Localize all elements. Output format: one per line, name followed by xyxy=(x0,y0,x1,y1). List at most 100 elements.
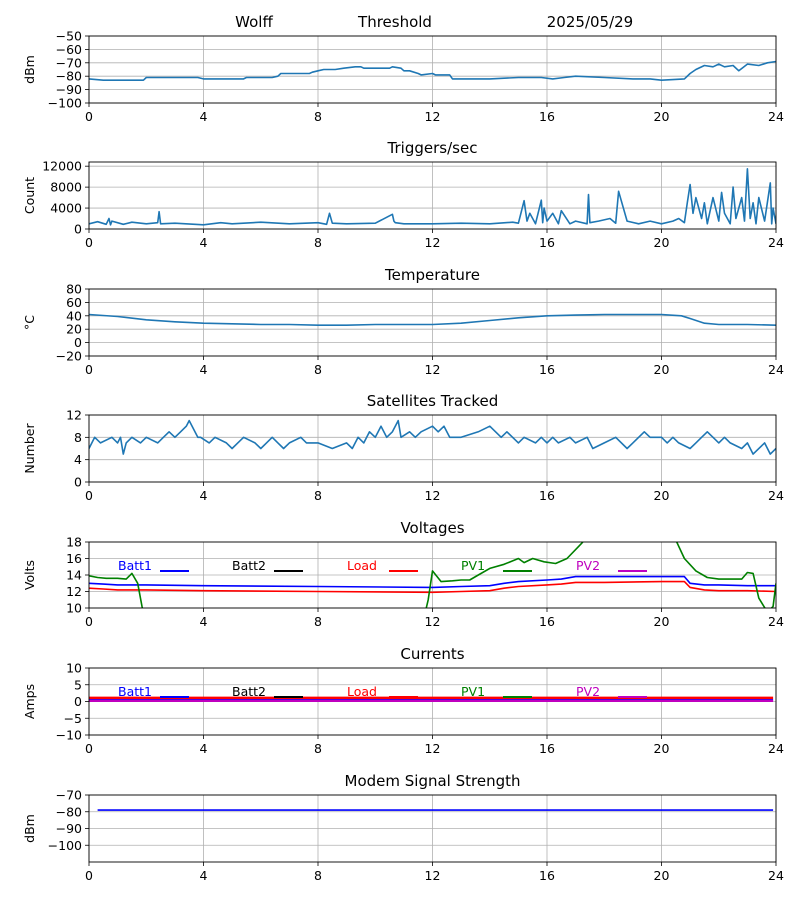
y-tick-label: −10 xyxy=(56,728,82,743)
axes-frame xyxy=(88,794,777,863)
series-group xyxy=(89,542,776,608)
x-tick-label: 12 xyxy=(425,868,441,883)
x-tick-label: 20 xyxy=(654,488,670,503)
y-tick-label: −70 xyxy=(56,788,82,803)
y-axis-label: °C xyxy=(22,315,37,330)
y-tick-label: 0 xyxy=(74,694,82,709)
series-group xyxy=(89,313,776,327)
legend-label: PV2 xyxy=(576,684,600,699)
series-group xyxy=(89,419,776,455)
y-tick-label: 0 xyxy=(74,222,82,237)
x-tick-label: 8 xyxy=(314,362,322,377)
chart-title: Currents xyxy=(400,645,464,663)
x-tick-label: 24 xyxy=(768,741,784,756)
y-axis-label: Amps xyxy=(22,684,37,719)
chart-panel-7: 0 4 8 12 16 20 24 −100 −90 −80−70 Modem Signal Str… xyxy=(22,772,784,883)
x-tick-label: 24 xyxy=(768,109,784,124)
series-group xyxy=(89,168,776,226)
x-tick-label: 16 xyxy=(539,109,555,124)
y-axis-label: Volts xyxy=(22,560,37,590)
axes-frame xyxy=(88,541,777,609)
x-tick-label: 4 xyxy=(200,235,208,250)
axes-frame xyxy=(88,667,777,736)
series-line xyxy=(89,419,776,455)
y-tick-label: −80 xyxy=(56,69,82,84)
legend-label: PV1 xyxy=(461,558,485,573)
x-tick-label: 0 xyxy=(85,362,93,377)
y-tick-label: 10 xyxy=(66,601,82,616)
y-tick-label: −60 xyxy=(56,42,82,57)
x-tick-label: 24 xyxy=(768,362,784,377)
legend-label: Load xyxy=(347,684,377,699)
y-tick-label: −100 xyxy=(48,96,82,111)
x-tick-label: 8 xyxy=(314,868,322,883)
y-tick-label: 4 xyxy=(74,452,82,467)
chart-title: Modem Signal Strength xyxy=(345,772,521,790)
axes-frame xyxy=(88,35,777,104)
x-tick-label: 4 xyxy=(200,488,208,503)
x-tick-label: 0 xyxy=(85,868,93,883)
x-tick-label: 0 xyxy=(85,235,93,250)
header-station: Wolff xyxy=(235,13,273,31)
y-tick-label: 12 xyxy=(66,408,82,423)
chart-title: Voltages xyxy=(400,519,464,537)
x-tick-label: 4 xyxy=(200,109,208,124)
chart-panel-1: 0 4 8 12 16 20 24 −100−90−80−70−60−50 dBm xyxy=(22,29,784,125)
y-tick-label: 4000 xyxy=(50,201,82,216)
x-tick-label: 8 xyxy=(314,741,322,756)
x-tick-label: 12 xyxy=(425,109,441,124)
y-axis-label: Number xyxy=(22,423,37,474)
legend-label: PV1 xyxy=(461,684,485,699)
x-tick-label: 8 xyxy=(314,614,322,629)
series-line xyxy=(425,542,584,608)
y-tick-label: −50 xyxy=(56,29,82,44)
series-line xyxy=(675,542,776,608)
x-tick-label: 4 xyxy=(200,741,208,756)
series-line xyxy=(89,575,776,589)
y-tick-label: −5 xyxy=(64,711,82,726)
x-tick-label: 16 xyxy=(539,362,555,377)
x-tick-label: 12 xyxy=(425,235,441,250)
y-tick-label: −70 xyxy=(56,55,82,70)
x-tick-label: 4 xyxy=(200,614,208,629)
series-line xyxy=(89,60,776,81)
x-tick-label: 12 xyxy=(425,488,441,503)
legend-label: Batt2 xyxy=(232,684,266,699)
y-axis-label: Count xyxy=(22,177,37,214)
y-tick-label: 8 xyxy=(74,430,82,445)
x-tick-label: 4 xyxy=(200,868,208,883)
chart-title: Temperature xyxy=(384,266,480,284)
header-measure: Threshold xyxy=(357,13,432,31)
x-tick-label: 12 xyxy=(425,614,441,629)
x-tick-label: 16 xyxy=(539,488,555,503)
y-tick-label: 12000 xyxy=(42,159,82,174)
y-tick-label: 20 xyxy=(66,322,82,337)
y-axis-label: dBm xyxy=(22,814,37,843)
y-tick-label: 5 xyxy=(74,677,82,692)
x-tick-label: 8 xyxy=(314,109,322,124)
axes-frame xyxy=(88,288,777,357)
x-tick-label: 0 xyxy=(85,614,93,629)
x-tick-label: 20 xyxy=(654,741,670,756)
x-tick-label: 20 xyxy=(654,109,670,124)
x-tick-label: 24 xyxy=(768,235,784,250)
y-tick-label: 80 xyxy=(66,282,82,297)
x-tick-label: 20 xyxy=(654,362,670,377)
header-date: 2025/05/29 xyxy=(547,13,633,31)
x-tick-label: 8 xyxy=(314,235,322,250)
y-tick-label: −20 xyxy=(56,349,82,364)
chart-title: Triggers/sec xyxy=(387,139,478,157)
x-tick-label: 24 xyxy=(768,614,784,629)
y-tick-label: −90 xyxy=(56,82,82,97)
y-tick-label: −80 xyxy=(56,804,82,819)
x-tick-label: 12 xyxy=(425,362,441,377)
y-axis-label: dBm xyxy=(22,55,37,84)
legend-label: PV2 xyxy=(576,558,600,573)
x-tick-label: 16 xyxy=(539,235,555,250)
x-tick-label: 16 xyxy=(539,741,555,756)
chart-title: Satellites Tracked xyxy=(367,392,498,410)
y-tick-label: 10 xyxy=(66,661,82,676)
y-tick-label: −90 xyxy=(56,821,82,836)
